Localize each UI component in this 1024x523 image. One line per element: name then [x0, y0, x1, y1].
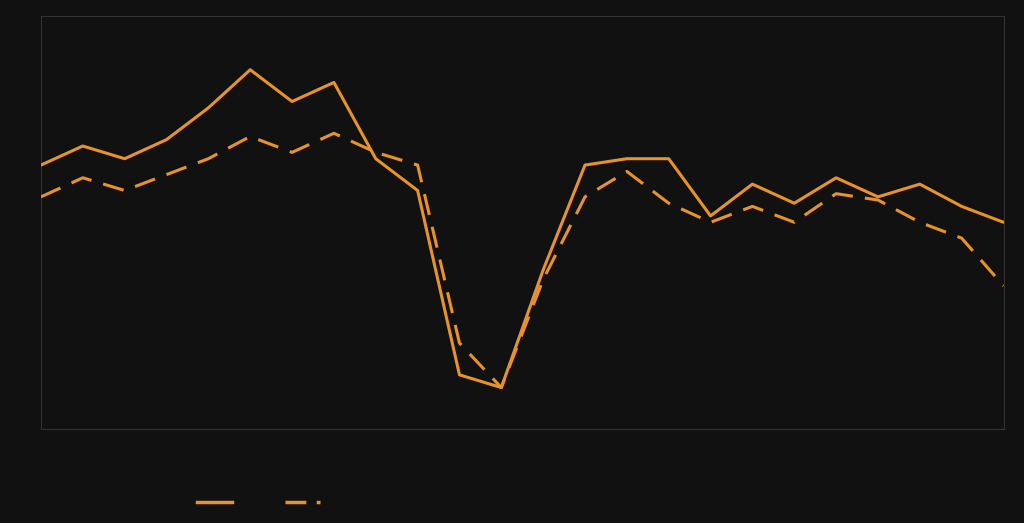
Legend: , : , [191, 491, 335, 514]
